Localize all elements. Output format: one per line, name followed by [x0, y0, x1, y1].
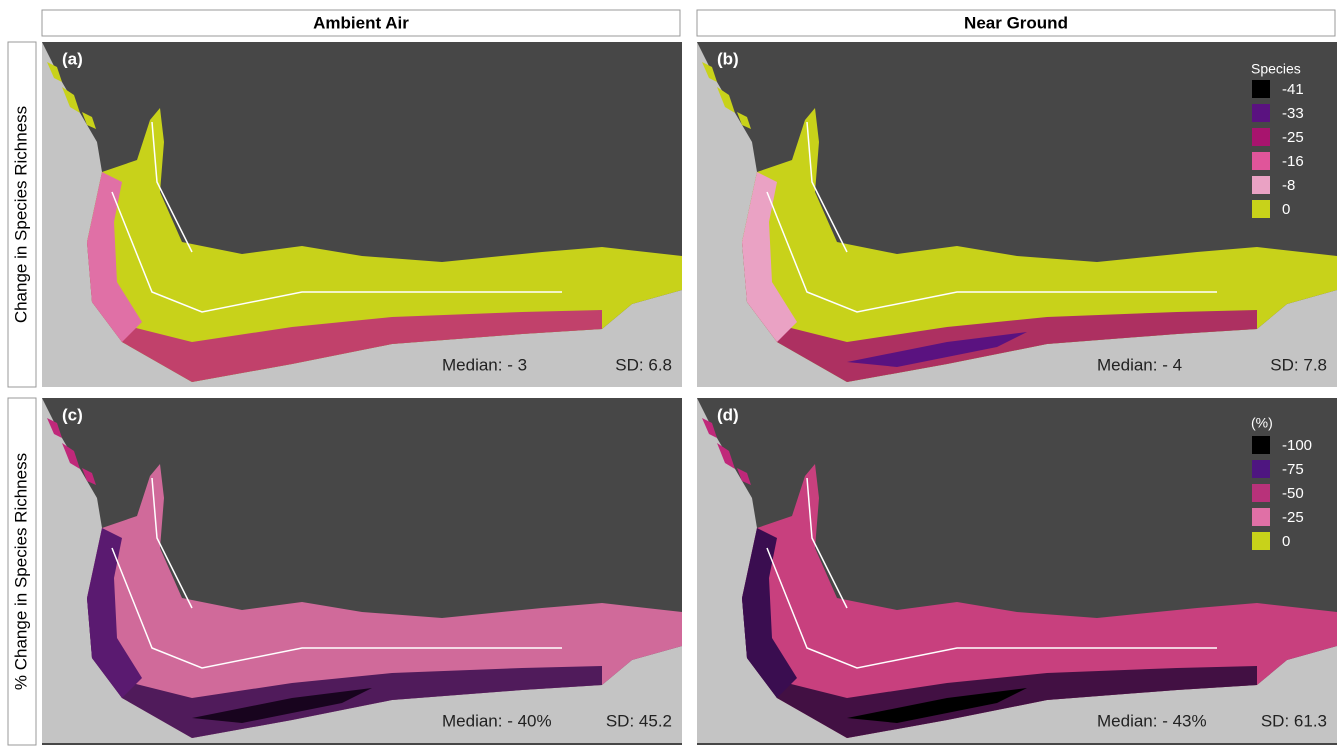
- sd-stat: SD: 61.3: [1261, 711, 1327, 730]
- legend-label: -25: [1282, 129, 1304, 146]
- legend-title: Species: [1251, 61, 1301, 77]
- panel-label: (a): [62, 49, 83, 68]
- legend-label: -25: [1282, 509, 1304, 526]
- legend-swatch: [1252, 200, 1270, 218]
- legend-label: -8: [1282, 177, 1295, 194]
- sd-stat: SD: 45.2: [606, 711, 672, 730]
- map-panel: (b) Median: - 4 SD: 7.8 Species -41 -33 -25 -16…: [697, 42, 1337, 387]
- median-stat: Median: - 3: [442, 355, 527, 374]
- legend-swatch: [1252, 436, 1270, 454]
- legend-label: -50: [1282, 485, 1304, 502]
- legend-swatch: [1252, 152, 1270, 170]
- legend-swatch: [1252, 484, 1270, 502]
- sd-stat: SD: 7.8: [1270, 355, 1327, 374]
- row-header: Change in Species Richness: [11, 106, 30, 323]
- map-panel: (a) Median: - 3 SD: 6.8: [42, 42, 682, 387]
- legend-label: -100: [1282, 437, 1312, 454]
- median-stat: Median: - 43%: [1097, 711, 1207, 730]
- legend-swatch: [1252, 128, 1270, 146]
- legend-label: -33: [1282, 105, 1304, 122]
- median-stat: Median: - 40%: [442, 711, 552, 730]
- column-header: Ambient Air: [313, 13, 409, 32]
- legend-swatch: [1252, 460, 1270, 478]
- legend-label: -75: [1282, 461, 1304, 478]
- legend-swatch: [1252, 532, 1270, 550]
- legend-label: 0: [1282, 533, 1290, 550]
- map-panel: (c) Median: - 40% SD: 45.2: [42, 398, 682, 745]
- map-panel: (d) Median: - 43% SD: 61.3 (%) -100 -75 -50 -25…: [697, 398, 1337, 745]
- median-stat: Median: - 4: [1097, 355, 1182, 374]
- column-header: Near Ground: [964, 13, 1068, 32]
- legend-label: -16: [1282, 153, 1304, 170]
- row-header: % Change in Species Richness: [11, 453, 30, 690]
- legend-swatch: [1252, 176, 1270, 194]
- legend-label: -41: [1282, 81, 1304, 98]
- legend-label: 0: [1282, 201, 1290, 218]
- legend-title: (%): [1251, 415, 1273, 431]
- panel-label: (d): [717, 405, 739, 424]
- legend-swatch: [1252, 80, 1270, 98]
- figure: Ambient Air Near Ground Change in Species …: [0, 0, 1341, 750]
- legend-swatch: [1252, 104, 1270, 122]
- legend-swatch: [1252, 508, 1270, 526]
- sd-stat: SD: 6.8: [615, 355, 672, 374]
- panel-label: (c): [62, 405, 83, 424]
- panel-label: (b): [717, 49, 739, 68]
